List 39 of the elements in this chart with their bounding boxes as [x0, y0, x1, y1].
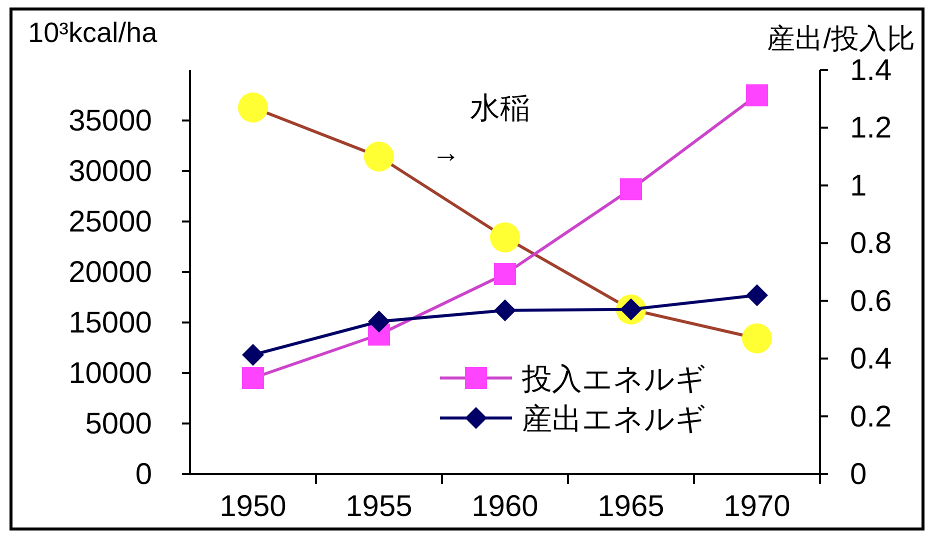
x-tick-label: 1950	[220, 490, 286, 523]
point	[746, 284, 768, 306]
legend-label: 投入エネルギ	[521, 363, 706, 396]
point	[238, 92, 268, 123]
y2-tick-label: 0.6	[850, 284, 892, 318]
x-tick-label: 1960	[472, 490, 538, 523]
point	[242, 344, 264, 366]
y-tick-label: 20000	[68, 256, 152, 289]
y-tick-label: 25000	[68, 206, 152, 238]
x-tick-label: 1955	[346, 490, 412, 523]
y-tick-label: 30000	[68, 155, 152, 188]
y-tick-label: 15000	[68, 306, 152, 340]
legend-label: 産出エネルギ	[522, 403, 706, 436]
x-tick-label: 1970	[724, 490, 790, 523]
annotation: →	[432, 137, 460, 168]
y-tick-label: 10000	[68, 357, 152, 390]
point	[742, 323, 772, 354]
y2-tick-label: 1	[850, 169, 867, 202]
point	[242, 367, 264, 390]
point	[620, 178, 642, 200]
y-tick-label: 35000	[68, 104, 152, 138]
point	[364, 142, 394, 172]
y-tick-label: 5000	[85, 408, 152, 440]
point	[494, 263, 516, 286]
y-tick-label: 0	[135, 458, 152, 491]
y2-tick-label: 1.4	[850, 54, 892, 87]
x-tick-label: 1965	[598, 490, 664, 523]
point	[746, 84, 768, 106]
y2-axis-title: 産出/投入比	[767, 23, 915, 54]
y2-tick-label: 1.2	[850, 112, 892, 145]
point	[490, 222, 520, 252]
y2-tick-label: 0.4	[850, 342, 892, 376]
y2-tick-label: 0	[850, 458, 867, 491]
y-axis-title: 10³kcal/ha	[28, 17, 158, 48]
y2-tick-label: 0.2	[850, 400, 892, 434]
point	[494, 299, 516, 322]
y2-tick-label: 0.8	[850, 227, 892, 260]
annotation: 水稲	[470, 92, 530, 125]
point	[368, 310, 390, 332]
